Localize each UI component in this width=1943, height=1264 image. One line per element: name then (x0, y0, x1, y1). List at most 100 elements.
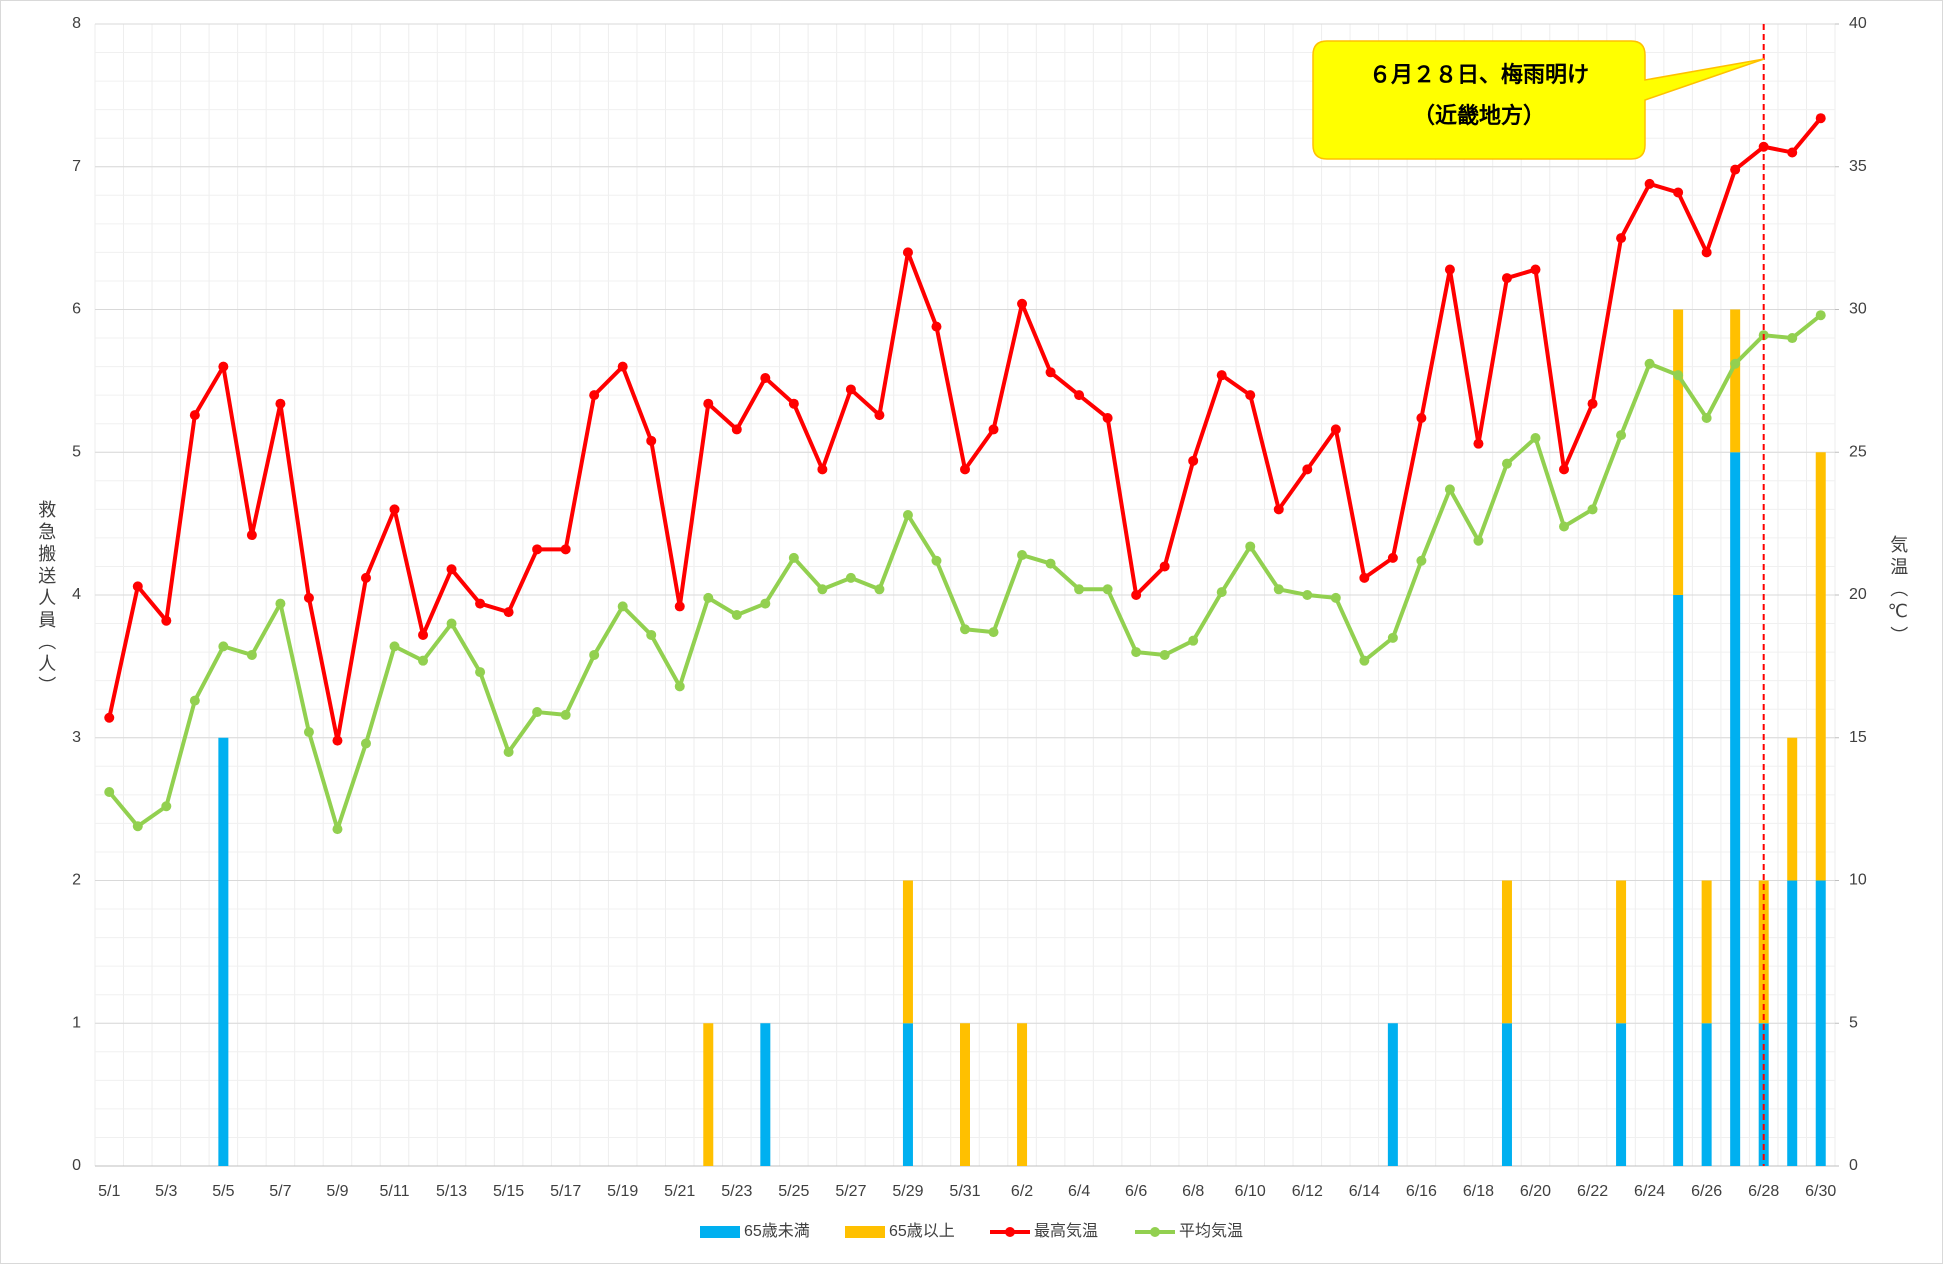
point (1131, 647, 1142, 658)
point (674, 601, 685, 612)
legend-swatch (1150, 1227, 1160, 1237)
point (389, 504, 400, 515)
point (1216, 370, 1227, 381)
point (189, 410, 200, 421)
point (1359, 572, 1370, 583)
point (1045, 558, 1056, 569)
x-tick-label: 6/12 (1292, 1183, 1323, 1200)
point (1074, 584, 1085, 595)
point (418, 655, 429, 666)
point (1330, 592, 1341, 603)
point (1559, 521, 1570, 532)
point (1245, 541, 1256, 552)
x-tick-label: 5/31 (949, 1183, 980, 1200)
point (1273, 504, 1284, 515)
x-tick-label: 5/5 (212, 1183, 234, 1200)
y2-tick-label: 35 (1849, 158, 1867, 175)
point (218, 361, 229, 372)
point (446, 618, 457, 629)
annotation-text: ６月２８日、梅雨明け (1369, 62, 1589, 87)
x-tick-label: 5/21 (664, 1183, 695, 1200)
x-tick-label: 6/28 (1748, 1183, 1779, 1200)
point (1559, 464, 1570, 475)
bar (1730, 452, 1741, 1166)
x-tick-label: 6/22 (1577, 1183, 1608, 1200)
point (1644, 358, 1655, 369)
y2-tick-label: 25 (1849, 443, 1867, 460)
point (104, 712, 115, 723)
x-tick-label: 6/8 (1182, 1183, 1204, 1200)
x-tick-label: 5/13 (436, 1183, 467, 1200)
bar (1787, 737, 1798, 881)
point (760, 373, 771, 384)
legend-label: 65歳未満 (744, 1222, 810, 1240)
bar (1815, 880, 1826, 1166)
x-tick-label: 5/17 (550, 1183, 581, 1200)
point (418, 629, 429, 640)
x-tick-label: 5/3 (155, 1183, 177, 1200)
point (303, 592, 314, 603)
point (303, 727, 314, 738)
point (275, 398, 286, 409)
point (1616, 430, 1627, 441)
legend-label: 平均気温 (1179, 1222, 1243, 1240)
point (104, 786, 115, 797)
point (1216, 587, 1227, 598)
point (1701, 412, 1712, 423)
bar (1787, 880, 1798, 1166)
annotation: ６月２８日、梅雨明け （近畿地方） (1312, 40, 1765, 160)
point (360, 572, 371, 583)
bar (1501, 880, 1512, 1024)
y-tick-label: 6 (72, 301, 81, 318)
point (731, 424, 742, 435)
y2-tick-label: 30 (1849, 301, 1867, 318)
point (560, 709, 571, 720)
point (646, 435, 657, 446)
point (902, 247, 913, 258)
point (1501, 458, 1512, 469)
point (703, 398, 714, 409)
point (132, 581, 143, 592)
x-tick-label: 6/2 (1011, 1183, 1033, 1200)
point (275, 598, 286, 609)
point (674, 681, 685, 692)
point (988, 627, 999, 638)
x-tick-label: 5/7 (269, 1183, 291, 1200)
bar (1758, 880, 1769, 1024)
x-tick-label: 5/29 (892, 1183, 923, 1200)
y2-tick-label: 40 (1849, 15, 1867, 32)
y-tick-label: 4 (72, 586, 81, 603)
point (731, 609, 742, 620)
point (1188, 455, 1199, 466)
callout (1312, 40, 1765, 160)
point (1330, 424, 1341, 435)
x-tick-label: 5/23 (721, 1183, 752, 1200)
point (1815, 113, 1826, 124)
point (1359, 655, 1370, 666)
legend-swatch (700, 1226, 740, 1238)
x-tick-label: 5/15 (493, 1183, 524, 1200)
point (845, 572, 856, 583)
bar (703, 1023, 714, 1166)
point (475, 667, 486, 678)
point (332, 824, 343, 835)
point (161, 615, 172, 626)
point (1017, 550, 1028, 561)
x-tick-label: 6/16 (1406, 1183, 1437, 1200)
x-tick-label: 6/30 (1805, 1183, 1836, 1200)
point (161, 801, 172, 812)
point (1673, 187, 1684, 198)
point (1102, 584, 1113, 595)
point (902, 510, 913, 521)
point (532, 707, 543, 718)
point (1444, 264, 1455, 275)
bar (1673, 309, 1684, 595)
point (246, 530, 257, 541)
x-tick-label: 5/19 (607, 1183, 638, 1200)
point (1387, 552, 1398, 563)
point (189, 695, 200, 706)
point (1302, 590, 1313, 600)
point (960, 624, 970, 635)
